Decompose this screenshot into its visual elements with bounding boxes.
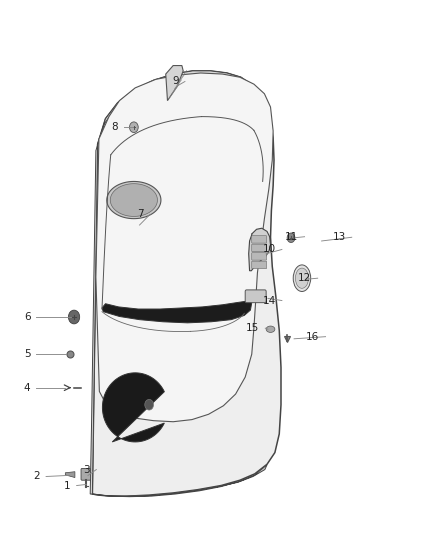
Text: 9: 9 — [172, 77, 179, 86]
FancyBboxPatch shape — [245, 290, 266, 303]
Polygon shape — [102, 301, 252, 323]
Circle shape — [68, 310, 80, 324]
FancyBboxPatch shape — [252, 236, 267, 243]
Text: 16: 16 — [306, 332, 319, 342]
Text: 14: 14 — [262, 295, 276, 305]
Text: 8: 8 — [111, 122, 118, 132]
Ellipse shape — [295, 268, 308, 288]
Text: 3: 3 — [84, 465, 90, 474]
Polygon shape — [65, 472, 75, 478]
Circle shape — [287, 233, 295, 243]
Polygon shape — [92, 71, 281, 496]
Ellipse shape — [293, 265, 311, 292]
Text: 1: 1 — [64, 481, 71, 490]
Circle shape — [130, 122, 138, 133]
Text: 10: 10 — [263, 245, 276, 254]
Text: 12: 12 — [298, 273, 311, 283]
FancyBboxPatch shape — [252, 244, 267, 252]
Text: 11: 11 — [285, 232, 298, 242]
Polygon shape — [107, 181, 161, 219]
Polygon shape — [110, 184, 157, 216]
Text: 5: 5 — [24, 349, 30, 359]
Text: 15: 15 — [246, 323, 259, 333]
Text: 13: 13 — [332, 232, 346, 243]
Polygon shape — [249, 228, 271, 271]
Text: 7: 7 — [137, 209, 144, 220]
Polygon shape — [90, 71, 271, 494]
Text: 4: 4 — [24, 383, 30, 393]
FancyBboxPatch shape — [81, 469, 91, 480]
Text: 6: 6 — [24, 312, 30, 322]
Text: 2: 2 — [33, 472, 40, 481]
Polygon shape — [92, 465, 267, 497]
Polygon shape — [96, 73, 273, 422]
Polygon shape — [166, 66, 183, 101]
FancyBboxPatch shape — [252, 261, 267, 269]
Ellipse shape — [266, 326, 275, 333]
Polygon shape — [102, 373, 164, 442]
Circle shape — [145, 399, 153, 410]
FancyBboxPatch shape — [252, 253, 267, 260]
